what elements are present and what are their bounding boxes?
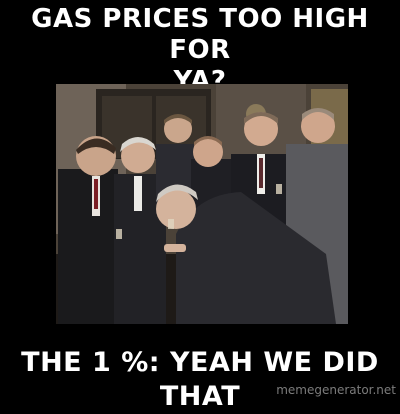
meme-canvas: GAS PRICES TOO HIGH FOR YA? [0, 4, 400, 412]
laughing-men-illustration [56, 84, 348, 324]
meme-photo [56, 84, 348, 324]
watermark-text: memegenerator.net [276, 383, 396, 397]
top-caption-line-1: GAS PRICES TOO HIGH FOR [31, 4, 369, 65]
bottom-caption: THE 1 %: YEAH WE DID THAT [21, 347, 379, 412]
top-caption: GAS PRICES TOO HIGH FOR YA? [0, 4, 400, 97]
